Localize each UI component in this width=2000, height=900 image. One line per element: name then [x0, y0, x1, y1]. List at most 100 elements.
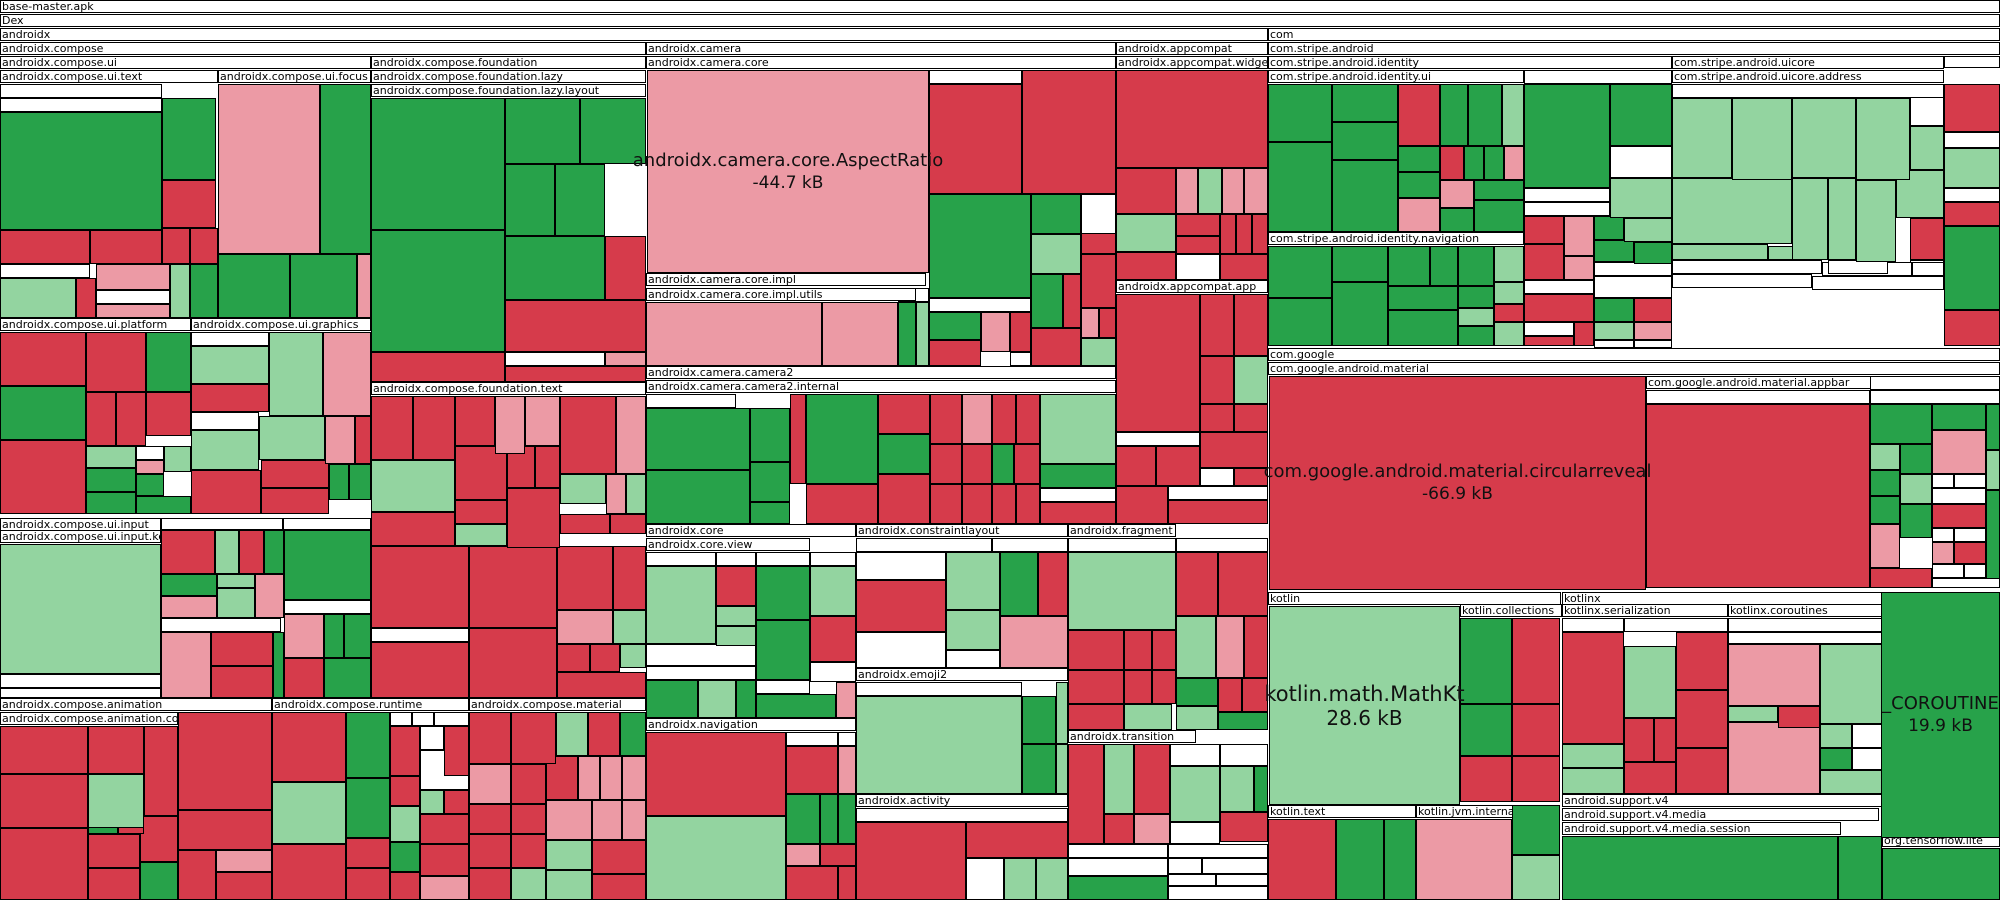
- treemap-leaf[interactable]: [716, 566, 756, 606]
- treemap-leaf[interactable]: [1134, 814, 1170, 844]
- treemap-leaf[interactable]: [557, 546, 613, 610]
- treemap-leaf[interactable]: [1022, 744, 1056, 794]
- treemap-leaf[interactable]: [613, 546, 646, 610]
- treemap-leaf[interactable]: [546, 840, 592, 870]
- treemap-leaf[interactable]: [1778, 706, 1820, 728]
- treemap-leaf[interactable]: [992, 538, 1068, 552]
- treemap-leaf[interactable]: [216, 850, 272, 872]
- treemap-leaf[interactable]: [1068, 844, 1168, 858]
- treemap-leaf[interactable]: [1332, 246, 1388, 282]
- treemap-leaf[interactable]: [756, 620, 810, 680]
- treemap-leaf[interactable]: [1624, 762, 1676, 794]
- package-label[interactable]: androidx.fragment: [1068, 524, 1176, 537]
- treemap-leaf[interactable]: [211, 632, 273, 666]
- treemap-leaf[interactable]: [1458, 326, 1494, 346]
- treemap-leaf[interactable]: [505, 236, 605, 300]
- treemap-leaf[interactable]: [1870, 524, 1900, 568]
- treemap-leaf[interactable]: [1732, 98, 1792, 180]
- package-label[interactable]: com: [1268, 28, 2000, 41]
- package-label[interactable]: androidx.compose.animation.core: [0, 712, 178, 725]
- package-label[interactable]: androidx.constraintlayout: [856, 524, 1068, 537]
- treemap-leaf[interactable]: [1654, 718, 1676, 762]
- treemap-leaf[interactable]: [1081, 308, 1099, 338]
- treemap-leaf[interactable]: [1081, 338, 1116, 366]
- treemap-leaf[interactable]: [546, 800, 592, 840]
- treemap-leaf[interactable]: [1336, 819, 1384, 900]
- treemap-leaf[interactable]: [505, 164, 555, 236]
- treemap-leaf[interactable]: [320, 84, 371, 254]
- treemap-leaf[interactable]: [136, 496, 191, 514]
- treemap-leaf[interactable]: [1672, 178, 1792, 244]
- treemap-leaf[interactable]: [1484, 146, 1504, 180]
- treemap-leaf[interactable]: [1200, 356, 1234, 404]
- treemap-leaf[interactable]: [0, 674, 161, 688]
- treemap-leaf[interactable]: [1056, 744, 1068, 794]
- treemap-leaf-labeled[interactable]: _COROUTINE 19.9 kB: [1881, 592, 2000, 838]
- treemap-leaf[interactable]: [646, 644, 756, 666]
- package-label[interactable]: android.support.v4.media.session: [1562, 822, 1841, 835]
- treemap-leaf[interactable]: [1176, 214, 1220, 236]
- treemap-leaf[interactable]: [1564, 256, 1594, 280]
- treemap-leaf[interactable]: [1068, 538, 1176, 552]
- treemap-leaf[interactable]: [1504, 146, 1524, 180]
- treemap-leaf[interactable]: [346, 778, 390, 838]
- package-label[interactable]: com.stripe.android.identity.ui: [1268, 70, 1524, 83]
- treemap-leaf[interactable]: [1672, 274, 1812, 288]
- treemap-leaf[interactable]: [1040, 502, 1116, 524]
- treemap-leaf[interactable]: [1562, 618, 1624, 632]
- treemap-leaf[interactable]: [756, 694, 836, 718]
- treemap-leaf[interactable]: [86, 492, 136, 514]
- treemap-leaf[interactable]: [255, 574, 284, 618]
- treemap-leaf[interactable]: [1512, 756, 1560, 802]
- package-label[interactable]: androidx.compose.ui.text: [0, 70, 218, 83]
- treemap-leaf[interactable]: [1200, 294, 1234, 356]
- treemap-leaf[interactable]: [1986, 490, 2000, 588]
- treemap-leaf[interactable]: [856, 682, 1022, 696]
- treemap-leaf[interactable]: [505, 300, 646, 352]
- package-label[interactable]: androidx.activity: [856, 794, 1068, 807]
- treemap-leaf[interactable]: [329, 464, 349, 500]
- treemap-leaf[interactable]: [1792, 178, 1828, 260]
- treemap-leaf[interactable]: [1384, 819, 1416, 900]
- treemap-leaf[interactable]: [469, 868, 511, 900]
- treemap-leaf[interactable]: [191, 384, 269, 412]
- treemap-leaf[interactable]: [191, 332, 269, 346]
- treemap-leaf[interactable]: [324, 658, 371, 698]
- treemap-leaf[interactable]: [1332, 84, 1398, 122]
- treemap-leaf[interactable]: [1176, 538, 1268, 552]
- treemap-leaf[interactable]: [1512, 704, 1560, 756]
- treemap-leaf[interactable]: [1882, 848, 2000, 900]
- treemap-leaf[interactable]: [1932, 528, 1954, 542]
- treemap-leaf[interactable]: [371, 642, 469, 698]
- treemap-leaf[interactable]: [1910, 218, 1944, 260]
- treemap-leaf[interactable]: [0, 386, 86, 440]
- treemap-leaf[interactable]: [1820, 724, 1852, 748]
- package-label[interactable]: com.google.android.material: [1268, 362, 2000, 375]
- treemap-leaf[interactable]: [1176, 678, 1218, 706]
- treemap-leaf[interactable]: [0, 544, 161, 674]
- treemap-leaf[interactable]: [1870, 404, 1932, 444]
- treemap-leaf[interactable]: [1016, 484, 1040, 524]
- treemap-leaf[interactable]: [535, 446, 560, 488]
- treemap-leaf[interactable]: [1388, 286, 1458, 310]
- treemap-leaf[interactable]: [284, 530, 371, 600]
- treemap-leaf[interactable]: [646, 566, 716, 644]
- treemap-leaf[interactable]: [146, 392, 191, 436]
- package-label[interactable]: kotlin.text: [1268, 805, 1416, 818]
- treemap-leaf[interactable]: [698, 680, 736, 718]
- treemap-leaf[interactable]: [0, 278, 76, 318]
- treemap-leaf[interactable]: [646, 666, 756, 680]
- treemap-leaf[interactable]: [1220, 214, 1236, 254]
- treemap-leaf[interactable]: [1932, 542, 1954, 564]
- treemap-leaf[interactable]: [390, 842, 420, 872]
- package-label[interactable]: androidx.compose.animation: [0, 698, 272, 711]
- treemap-leaf[interactable]: [269, 332, 323, 416]
- treemap-leaf[interactable]: [355, 416, 371, 464]
- treemap-leaf[interactable]: [1040, 394, 1116, 464]
- treemap-leaf[interactable]: [1216, 616, 1244, 678]
- treemap-leaf[interactable]: [1594, 298, 1634, 322]
- treemap-leaf[interactable]: [1610, 84, 1672, 146]
- treemap-leaf[interactable]: [810, 566, 856, 616]
- treemap-leaf[interactable]: [1000, 616, 1068, 668]
- treemap-leaf[interactable]: [261, 460, 329, 488]
